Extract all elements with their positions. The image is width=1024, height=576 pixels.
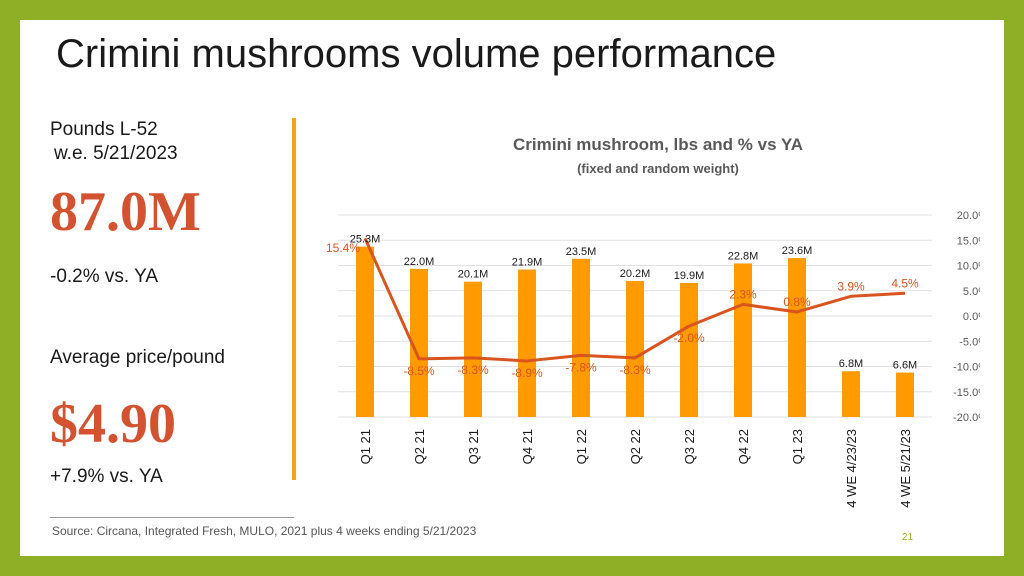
pct-label: -8.9% <box>511 366 543 380</box>
bar-value-label: 20.1M <box>458 269 489 281</box>
pct-label: -8.5% <box>403 364 435 378</box>
bar-5 <box>626 280 644 417</box>
y-right-tick-label: 15.0% <box>957 235 980 247</box>
bar-value-label: 21.9M <box>512 257 543 269</box>
bar-4 <box>572 258 590 417</box>
bar-value-label: 19.9M <box>674 270 705 282</box>
x-category-label: Q3 21 <box>466 429 481 464</box>
pct-label: -7.8% <box>565 360 597 374</box>
chart-title: Crimini mushroom, lbs and % vs YA <box>513 135 803 154</box>
x-category-label: Q1 23 <box>790 429 805 464</box>
x-category-label: Q4 22 <box>736 429 751 464</box>
bar-0 <box>356 246 374 417</box>
y-right-tick-label: 0.0% <box>963 311 980 323</box>
x-category-label: Q2 22 <box>628 429 643 464</box>
y-right-tick-label: -15.0% <box>953 387 980 399</box>
bar-9 <box>842 371 860 417</box>
bar-value-label: 23.6M <box>782 245 813 257</box>
price-value: $4.90 <box>50 393 176 455</box>
bar-2 <box>464 281 482 417</box>
page-number: 21 <box>902 532 914 543</box>
slide: Crimini mushrooms volume performance Pou… <box>20 20 1004 556</box>
x-category-label: Q2 21 <box>412 429 427 464</box>
x-category-label: 4 WE 5/21/23 <box>898 429 913 508</box>
x-category-label: Q1 21 <box>358 429 373 464</box>
source-note: Source: Circana, Integrated Fresh, MULO,… <box>52 524 477 538</box>
pct-label: 3.9% <box>837 279 865 293</box>
bar-value-label: 6.6M <box>893 360 917 372</box>
volume-value: 87.0M <box>50 181 201 243</box>
bar-value-label: 6.8M <box>839 358 863 370</box>
x-category-label: Q3 22 <box>682 429 697 464</box>
chart-subtitle: (fixed and random weight) <box>577 161 739 176</box>
bar-value-label: 22.0M <box>404 256 435 268</box>
pct-label: -8.3% <box>457 363 489 377</box>
volume-label-line2: w.e. 5/21/2023 <box>54 143 178 164</box>
pct-label: -2.0% <box>673 331 705 345</box>
bar-10 <box>896 372 914 417</box>
x-category-label: Q4 21 <box>520 429 535 464</box>
bar-value-label: 22.8M <box>728 250 759 262</box>
divider-line <box>292 118 296 480</box>
y-right-tick-label: -20.0% <box>953 412 980 424</box>
volume-chart: Crimini mushroom, lbs and % vs YA (fixed… <box>326 135 980 508</box>
bar-7 <box>734 263 752 417</box>
source-rule <box>50 517 294 518</box>
price-label: Average price/pound <box>50 347 225 368</box>
x-category-label: 4 WE 4/23/23 <box>844 429 859 508</box>
y-right-tick-label: -5.0% <box>959 336 980 348</box>
bar-6 <box>680 283 698 417</box>
x-category-label: Q1 22 <box>574 429 589 464</box>
bar-3 <box>518 269 536 417</box>
price-change: +7.9% vs. YA <box>50 466 163 487</box>
pct-label: 15.4% <box>326 241 360 255</box>
pct-label: -8.3% <box>619 363 651 377</box>
volume-change: -0.2% vs. YA <box>50 266 159 287</box>
slide-title: Crimini mushrooms volume performance <box>56 32 777 76</box>
y-right-tick-label: 20.0% <box>957 210 980 222</box>
pct-label: 0.8% <box>783 295 811 309</box>
pct-label: 4.5% <box>891 276 919 290</box>
yoy-line <box>363 237 906 363</box>
bar-value-label: 25.3M <box>350 234 381 246</box>
pct-label: 2.3% <box>729 287 757 301</box>
bar-1 <box>410 268 428 417</box>
volume-label-line1: Pounds L-52 <box>50 119 158 140</box>
y-right-tick-label: 10.0% <box>957 261 980 273</box>
y-right-tick-label: -10.0% <box>953 362 980 374</box>
bar-value-label: 20.2M <box>620 268 651 280</box>
bar-value-label: 23.5M <box>566 246 597 258</box>
bar-8 <box>788 258 806 417</box>
y-right-tick-label: 5.0% <box>963 286 980 298</box>
